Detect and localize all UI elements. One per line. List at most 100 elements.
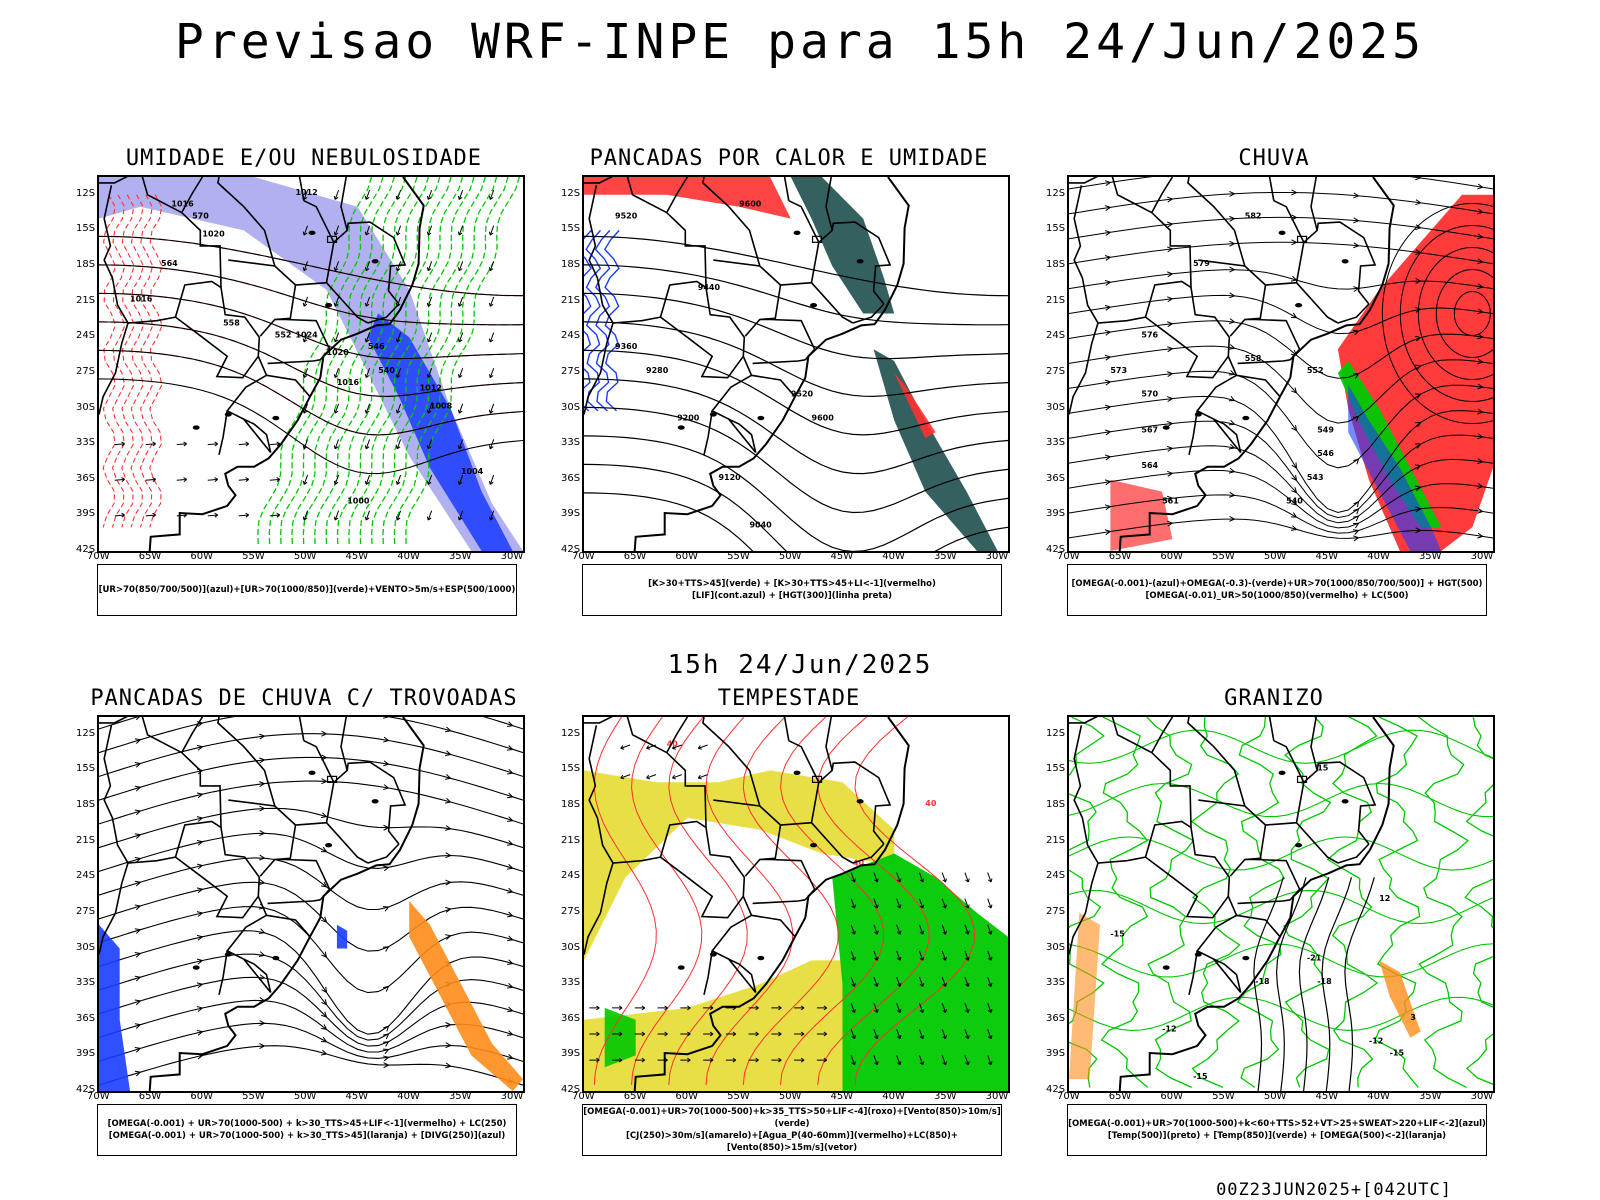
mid-title: 15h 24/Jun/2025 [667, 650, 933, 680]
svg-text:549: 549 [1317, 425, 1334, 434]
lat-tick-label: 27S [76, 365, 96, 377]
lon-tick-label: 45W [1315, 551, 1339, 562]
lat-tick-label: 21S [1046, 834, 1066, 846]
lon-tick-label: 40W [397, 551, 420, 562]
lat-tick-label: 18S [561, 259, 581, 271]
lat-tick-label: 12S [1046, 727, 1066, 739]
map-umidade: 1016 1012 1020 1016 1024 1020 1016 1012 1008 1004… [97, 175, 525, 553]
svg-text:1012: 1012 [295, 188, 317, 197]
svg-text:546: 546 [1317, 449, 1334, 458]
lat-tick-label: 24S [561, 330, 581, 342]
lat-tick-label: 33S [1046, 977, 1066, 989]
map-chuva: 582 579 576 573 570 567 564 561 558 552 549 546 543 5… [1067, 175, 1495, 553]
lon-tick-label: 30W [500, 1091, 524, 1102]
panel-title: TEMPESTADE [717, 686, 861, 711]
svg-text:552: 552 [275, 330, 292, 339]
lat-tick-label: 12S [561, 727, 581, 739]
lon-tick-label: 60W [675, 1091, 699, 1102]
lon-tick-label: 35W [448, 551, 472, 562]
legend-line: [OMEGA(-0.001) + UR>70(1000-500) + k>30_… [108, 1131, 506, 1141]
lon-tick-label: 55W [727, 1091, 750, 1102]
svg-text:558: 558 [1245, 354, 1262, 363]
panel-legend: [OMEGA(-0.001)-(azul)+OMEGA(-0.3)-(verde… [1067, 564, 1487, 616]
map-granizo: -15 -12 -15 -18 -21 -18 -12 -15 3 12 15 [1067, 715, 1495, 1093]
lat-tick-label: 18S [561, 799, 581, 811]
lon-tick-label: 65W [138, 1091, 162, 1102]
svg-text:564: 564 [161, 259, 178, 268]
svg-text:-12: -12 [1369, 1037, 1383, 1046]
lon-tick-label: 35W [1418, 551, 1442, 562]
lon-tick-label: 45W [830, 551, 854, 562]
lat-tick-label: 15S [76, 763, 96, 775]
lat-tick-label: 24S [561, 870, 581, 882]
lon-tick-label: 45W [830, 1091, 854, 1102]
panel-legend: [OMEGA(-0.001) + UR>70(1000-500) + k>30_… [97, 1104, 517, 1156]
lon-tick-label: 40W [882, 551, 905, 562]
svg-text:1016: 1016 [130, 295, 153, 304]
lat-tick-label: 33S [1046, 437, 1066, 449]
lon-tick-label: 60W [675, 551, 699, 562]
lat-tick-label: 42S [1046, 1084, 1066, 1095]
lon-tick-label: 35W [1418, 1091, 1442, 1102]
lat-tick-label: 12S [561, 187, 581, 199]
lat-tick-label: 27S [1046, 365, 1066, 377]
lon-tick-label: 60W [190, 1091, 214, 1102]
lat-tick-label: 15S [561, 763, 581, 775]
svg-text:570: 570 [1141, 390, 1158, 399]
svg-text:12: 12 [1379, 894, 1390, 903]
svg-text:-21: -21 [1307, 953, 1322, 962]
panel-pancadas-calor: PANCADAS POR CALOR E UMIDADE 9600 9520 944… [539, 146, 1039, 646]
panel-legend: [OMEGA(-0.001)+UR>70(1000-500)+k<60+TTS>… [1067, 1104, 1487, 1156]
legend-line: [OMEGA(-0.001)+UR>70(1000-500)+k<60+TTS>… [1068, 1119, 1486, 1129]
lat-tick-label: 27S [561, 905, 581, 917]
legend-line: [OMEGA(-0.001)-(azul)+OMEGA(-0.3)-(verde… [1071, 579, 1483, 589]
lat-tick-label: 12S [1046, 187, 1066, 199]
legend-line: [LIF](cont.azul) + [HGT(300)](linha pret… [691, 591, 893, 601]
lon-tick-label: 55W [1212, 551, 1235, 562]
svg-text:-15: -15 [1110, 930, 1125, 939]
svg-text:1000: 1000 [347, 497, 370, 506]
lat-tick-label: 30S [561, 401, 581, 413]
lat-tick-label: 39S [76, 1048, 96, 1060]
lat-tick-label: 39S [76, 508, 96, 520]
panel-granizo: GRANIZO -15 -12 -15 -18 -21 -18 -12 -15 3 12 15 [O… [1024, 686, 1524, 1186]
lat-tick-label: 42S [76, 544, 96, 555]
lat-tick-label: 24S [1046, 870, 1066, 882]
lon-tick-label: 35W [448, 1091, 472, 1102]
lon-tick-label: 50W [778, 551, 802, 562]
lat-tick-label: 39S [1046, 1048, 1066, 1060]
svg-text:9040: 9040 [749, 520, 772, 529]
lat-tick-label: 21S [76, 294, 96, 306]
lon-tick-label: 30W [985, 551, 1009, 562]
lon-tick-label: 70W [1057, 1091, 1080, 1102]
svg-text:9360: 9360 [615, 342, 638, 351]
lon-tick-label: 45W [345, 1091, 369, 1102]
lon-tick-label: 50W [778, 1091, 802, 1102]
lon-tick-label: 70W [1057, 551, 1080, 562]
lat-tick-label: 18S [76, 799, 96, 811]
svg-text:552: 552 [1307, 366, 1324, 375]
lat-tick-label: 21S [561, 294, 581, 306]
run-timestamp: 00Z23JUN2025+[042UTC] [1216, 1180, 1452, 1200]
legend-line: [CJ(250)>30m/s](amarelo)+[Agua_P(40-60mm… [625, 1131, 959, 1153]
lat-tick-label: 12S [76, 187, 96, 199]
lat-tick-label: 27S [561, 365, 581, 377]
svg-text:582: 582 [1245, 212, 1262, 221]
lon-tick-label: 60W [1160, 1091, 1184, 1102]
lat-tick-label: 15S [561, 223, 581, 235]
lat-tick-label: 27S [1046, 905, 1066, 917]
svg-text:9520: 9520 [615, 212, 638, 221]
legend-line: [UR>70(850/700/500)](azul)+[UR>70(1000/8… [98, 585, 516, 595]
panel-legend: [K>30+TTS>45](verde) + [K>30+TTS>45+LI<-… [582, 564, 1002, 616]
lat-tick-label: 30S [76, 401, 96, 413]
lat-tick-label: 30S [1046, 401, 1066, 413]
svg-text:558: 558 [223, 318, 240, 327]
lat-tick-label: 21S [1046, 294, 1066, 306]
lat-tick-label: 30S [76, 941, 96, 953]
lon-tick-label: 65W [623, 551, 647, 562]
legend-line: [OMEGA(-0.001)+UR>70(1000-500)+k>35_TTS>… [583, 1107, 1001, 1129]
lat-tick-label: 42S [561, 1084, 581, 1095]
lon-tick-label: 70W [87, 1091, 110, 1102]
svg-text:1020: 1020 [327, 348, 350, 357]
lon-tick-label: 70W [572, 1091, 595, 1102]
